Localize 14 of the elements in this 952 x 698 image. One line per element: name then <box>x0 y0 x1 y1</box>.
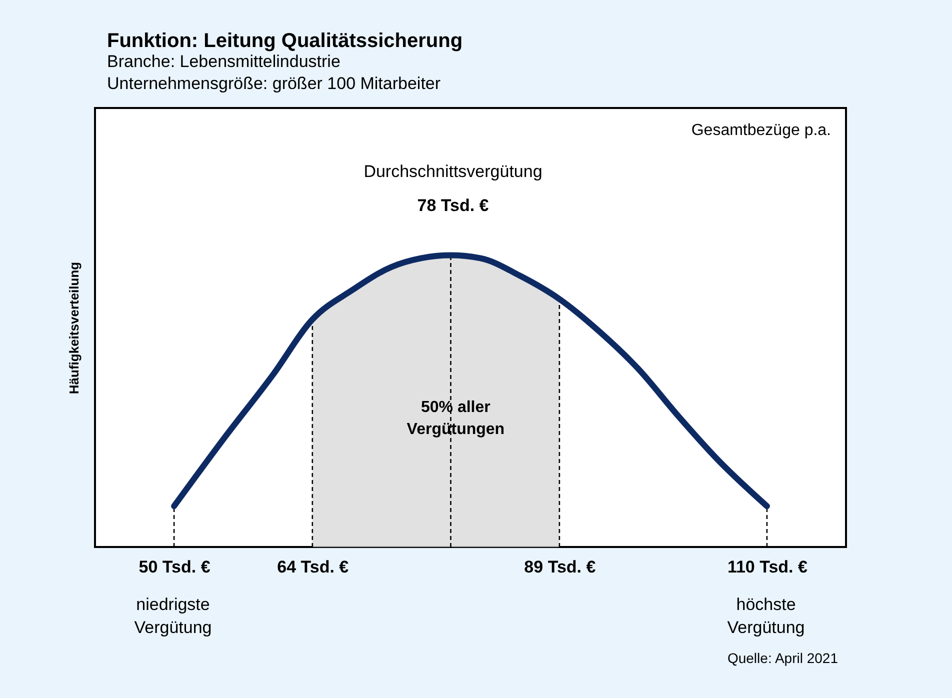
x-tick-label: 64 Tsd. € <box>277 558 350 576</box>
text: höchste Vergütung <box>727 595 805 637</box>
source-note: Quelle: April 2021 <box>727 650 838 666</box>
y-axis-title: Häufigkeitsverteilung <box>66 262 82 394</box>
x-tick-label: 89 Tsd. € <box>524 558 596 576</box>
chart-subtitle: Branche: Lebensmittelindustrie Unternehmensgröße: größer 100 Mitarbeiter <box>107 52 441 93</box>
chart-title: Funktion: Leitung Qualitätssicherung <box>107 30 463 52</box>
text: 78 Tsd. € <box>417 196 490 215</box>
text: Durchschnittsvergütung <box>364 162 542 181</box>
text: Gesamtbezüge p.a. <box>691 122 831 139</box>
band-label: 50% aller Vergütungen <box>406 398 505 438</box>
x-tick-label: 110 Tsd. € <box>727 558 808 576</box>
x-tick-label: 50 Tsd. € <box>138 558 211 576</box>
text: niedrigste Vergütung <box>134 595 212 637</box>
